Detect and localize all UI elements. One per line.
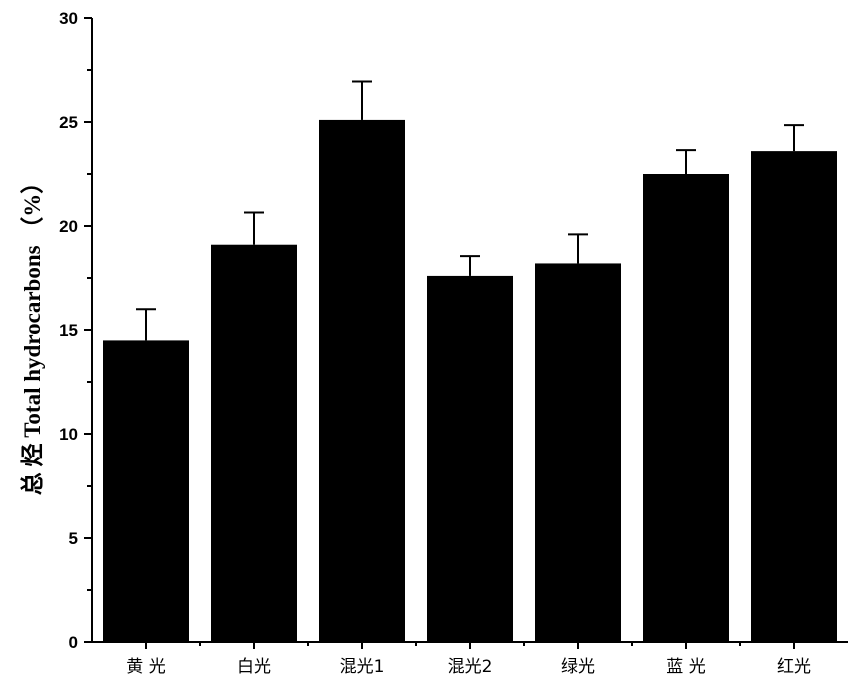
y-tick-label: 25 [59,113,78,132]
x-tick-label: 蓝 光 [666,657,705,677]
bar [643,174,729,642]
x-labels-group: 黄 光 白光 混光1 混光2 绿光 蓝 光 红光 [126,642,811,677]
bar [103,340,189,642]
bar [211,244,297,642]
y-tick-label: 15 [59,321,78,340]
y-ticks-group: 0 5 10 15 20 25 30 [59,9,92,652]
y-tick-label: 20 [59,217,78,236]
x-tick-label: 黄 光 [126,657,165,677]
y-tick-label: 5 [69,529,78,548]
x-tick-label: 绿光 [561,657,595,677]
error-bars-group [136,80,804,341]
x-tick-label: 白光 [237,657,271,677]
bars-group [103,119,837,643]
y-axis-title: 总 烃 Total hydrocarbons （%） [19,171,45,496]
x-tick-label: 混光1 [340,657,385,677]
x-tick-label: 红光 [777,657,811,677]
y-tick-label: 30 [59,9,78,28]
y-tick-label: 10 [59,425,78,444]
x-tick-label: 混光2 [448,657,493,677]
bar [535,263,621,642]
bar [319,119,405,643]
bar [427,275,513,642]
y-tick-label: 0 [69,633,78,652]
bar [751,151,837,642]
